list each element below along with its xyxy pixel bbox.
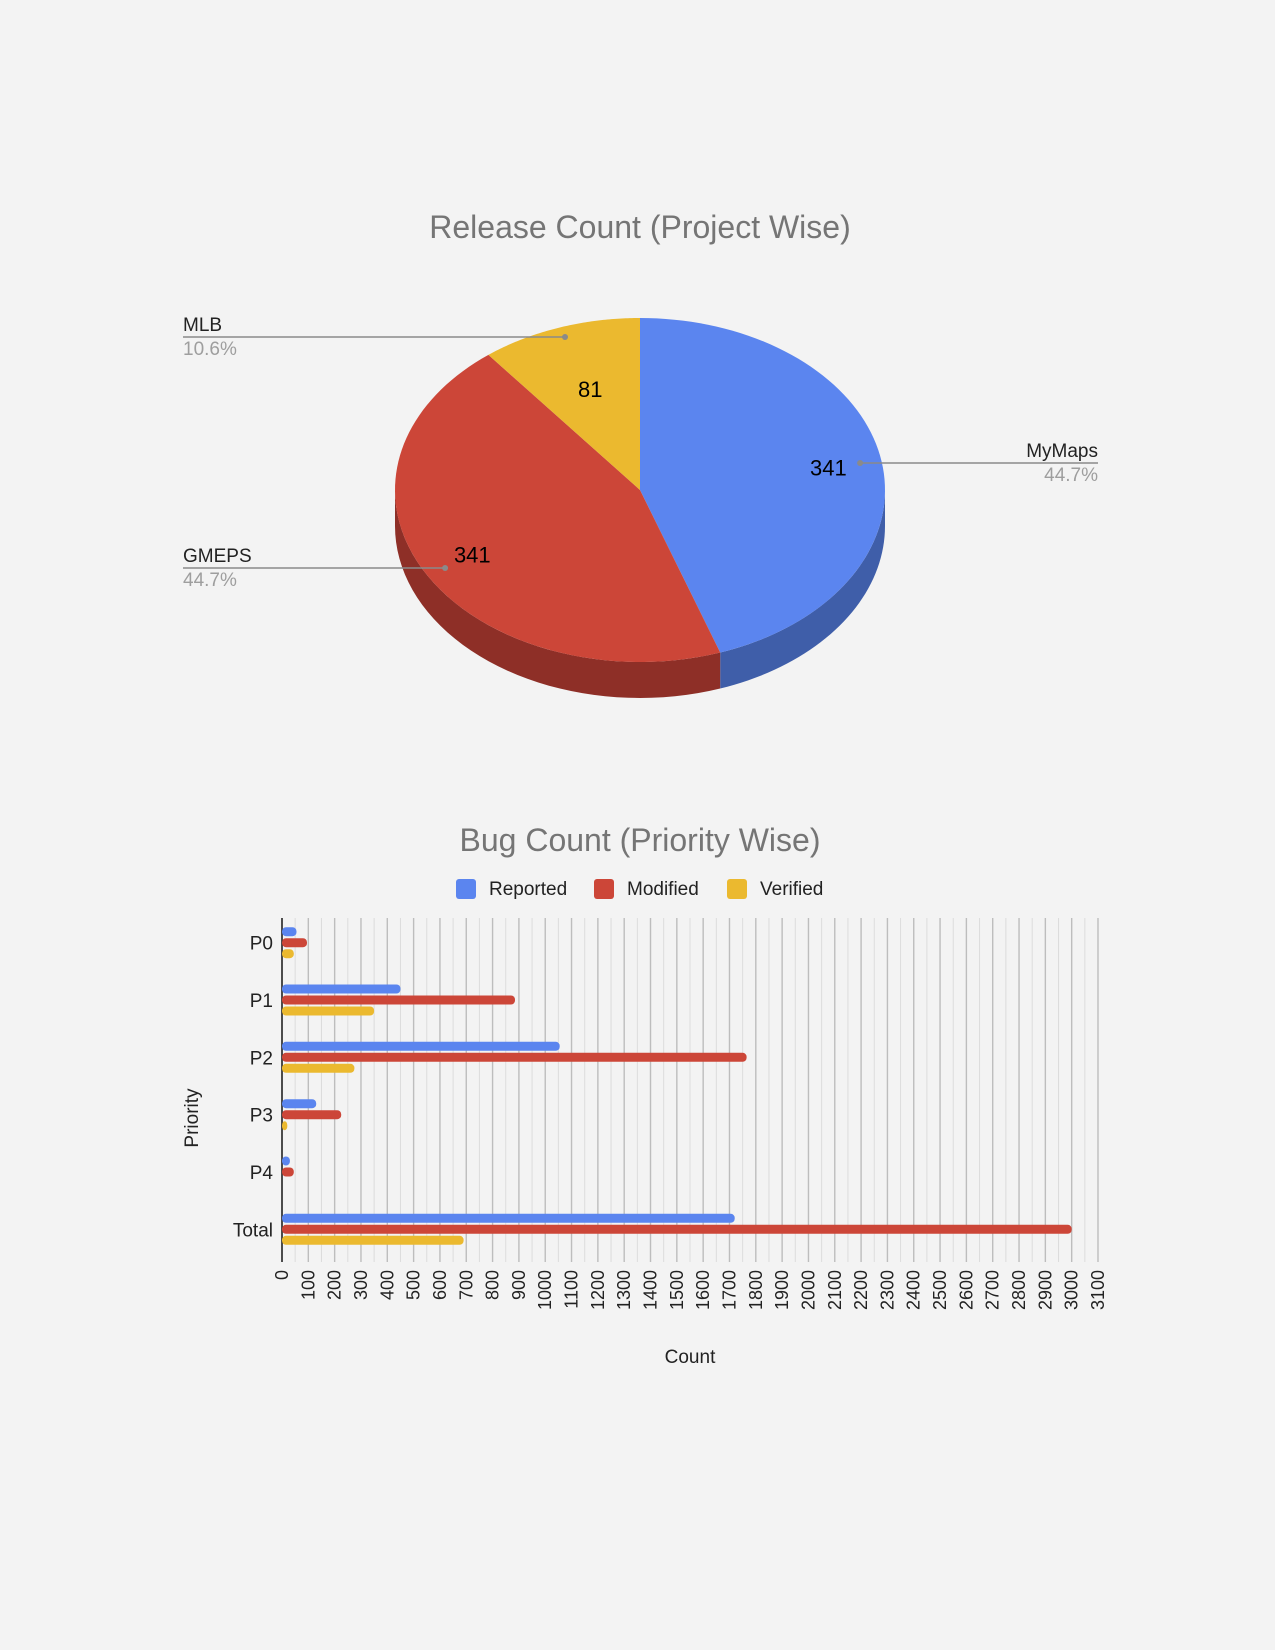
- bar-reported-total: [282, 1213, 735, 1223]
- x-tick-label: 1800: [746, 1270, 766, 1310]
- bar-plot: [282, 927, 1072, 1245]
- x-tick-label: 1100: [562, 1270, 582, 1309]
- x-tick-label: 900: [509, 1270, 529, 1300]
- pie-side-mymaps: [720, 490, 885, 689]
- bar-modified-p0: [282, 938, 307, 948]
- pie-chart-title: Release Count (Project Wise): [429, 209, 850, 245]
- x-tick-label: 2100: [825, 1270, 845, 1310]
- x-tick-label: 2000: [799, 1270, 819, 1310]
- bar-verified-total: [282, 1235, 464, 1245]
- x-tick-label: 1300: [614, 1270, 634, 1310]
- x-tick-label: 1900: [772, 1270, 792, 1310]
- y-axis-categories: P0 P1 P2 P3 P4 Total: [233, 934, 274, 1242]
- x-tick-label: 2700: [983, 1270, 1003, 1310]
- category-label-p1: P1: [250, 991, 273, 1012]
- x-tick-label: 800: [483, 1270, 503, 1300]
- x-tick-label: 200: [325, 1270, 345, 1300]
- bar-reported-p3: [282, 1099, 317, 1109]
- x-tick-label: 2500: [930, 1270, 950, 1310]
- pie-slice-mymaps: [640, 318, 885, 653]
- x-tick-label: 2200: [851, 1270, 871, 1310]
- pie-value-label: 81: [578, 377, 602, 402]
- legend-swatch-reported: [456, 879, 476, 899]
- pie-plot: 341 MyMaps 44.7% 341 GMEPS 44.7% 81 MLB 10.6%: [183, 315, 1098, 698]
- pie-label-mymaps: MyMaps: [1026, 441, 1098, 462]
- x-tick-label: 300: [351, 1270, 371, 1300]
- category-label-p2: P2: [250, 1048, 273, 1069]
- bar-verified-p0: [282, 949, 294, 959]
- x-tick-label: 3000: [1062, 1270, 1082, 1310]
- pie-slice-gmeps: [395, 354, 721, 662]
- pie-callout-dot: [562, 334, 568, 340]
- category-label-total: Total: [233, 1220, 273, 1241]
- bar-gridlines: [281, 918, 1099, 1262]
- pie-value-label: 341: [810, 456, 847, 481]
- legend-label-modified: Modified: [627, 879, 699, 900]
- x-tick-label: 500: [404, 1270, 424, 1300]
- bar-verified-p2: [282, 1063, 355, 1073]
- bar-reported-p1: [282, 984, 401, 994]
- pie-label-gmeps: GMEPS: [183, 546, 252, 567]
- bar-modified-p2: [282, 1052, 747, 1062]
- x-tick-label: 3100: [1088, 1270, 1108, 1310]
- x-tick-label: 400: [377, 1270, 397, 1300]
- y-axis-title: Priority: [182, 1088, 203, 1148]
- legend-swatch-modified: [594, 879, 614, 899]
- x-tick-label: 1600: [693, 1270, 713, 1310]
- x-tick-label: 1700: [720, 1270, 740, 1310]
- bar-reported-p4: [282, 1156, 290, 1166]
- bar-reported-p0: [282, 927, 297, 937]
- legend-label-verified: Verified: [760, 879, 823, 900]
- x-tick-label: 100: [298, 1270, 318, 1300]
- x-tick-label: 1200: [588, 1270, 608, 1310]
- x-tick-label: 1400: [641, 1270, 661, 1310]
- pie-percent-mlb: 10.6%: [183, 339, 237, 360]
- x-tick-label: 1000: [535, 1270, 555, 1310]
- x-tick-label: 2800: [1009, 1270, 1029, 1310]
- pie-slice-mlb: [488, 318, 640, 490]
- x-tick-label: 2600: [956, 1270, 976, 1310]
- bar-reported-p2: [282, 1041, 560, 1051]
- pie-percent-mymaps: 44.7%: [1044, 465, 1098, 486]
- bar-modified-p1: [282, 995, 515, 1005]
- x-tick-label: 1500: [667, 1270, 687, 1310]
- legend-label-reported: Reported: [489, 879, 567, 900]
- pie-label-mlb: MLB: [183, 315, 222, 336]
- legend-swatch-verified: [727, 879, 747, 899]
- pie-callout-dot: [442, 565, 449, 571]
- pie-chart: Release Count (Project Wise) 341 MyMaps 44…: [183, 209, 1098, 698]
- x-tick-label: 2400: [904, 1270, 924, 1310]
- bar-verified-p1: [282, 1006, 375, 1016]
- pie-side-gmeps: [395, 490, 721, 698]
- bar-modified-p3: [282, 1110, 342, 1120]
- x-tick-label: 2300: [877, 1270, 897, 1310]
- x-tick-label: 600: [430, 1270, 450, 1300]
- category-label-p4: P4: [250, 1163, 274, 1184]
- bar-chart: Bug Count (Priority Wise) Reported Modifi…: [182, 822, 1108, 1368]
- bar-verified-p3: [282, 1121, 288, 1131]
- pie-percent-gmeps: 44.7%: [183, 570, 237, 591]
- x-tick-label: 0: [272, 1270, 292, 1280]
- x-axis-title: Count: [665, 1347, 716, 1368]
- category-label-p3: P3: [250, 1106, 273, 1127]
- bar-modified-total: [282, 1224, 1072, 1234]
- x-tick-label: 2900: [1035, 1270, 1055, 1310]
- bar-chart-title: Bug Count (Priority Wise): [460, 822, 821, 858]
- x-axis-ticks: 0 100 200 300 400 500 600 700 800 900 1000 1100 1200…: [272, 1270, 1108, 1310]
- pie-callout-dot: [857, 460, 864, 466]
- bar-modified-p4: [282, 1167, 294, 1177]
- bar-legend: Reported Modified Verified: [456, 879, 823, 900]
- category-label-p0: P0: [250, 934, 273, 955]
- x-tick-label: 700: [456, 1270, 476, 1300]
- pie-value-label: 341: [454, 542, 491, 567]
